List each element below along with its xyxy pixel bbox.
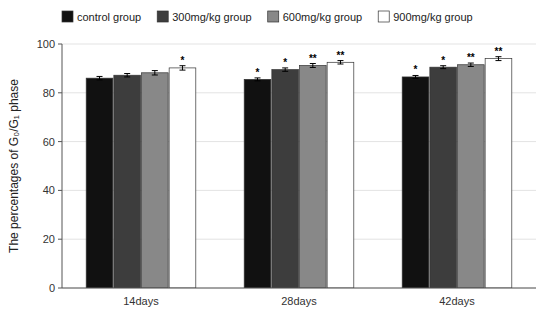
significance-label: ** <box>309 53 317 64</box>
legend-swatch <box>378 11 389 22</box>
y-tick <box>58 239 62 240</box>
bar <box>272 70 299 288</box>
bar <box>327 62 354 288</box>
error-line <box>127 74 128 77</box>
bar <box>244 79 271 288</box>
y-tick <box>58 288 62 289</box>
bar <box>402 77 429 288</box>
error-line <box>498 57 499 61</box>
y-tick-label: 80 <box>43 87 55 99</box>
bar <box>169 68 196 288</box>
legend-item: 600mg/kg group <box>268 11 363 23</box>
error-bar <box>124 74 130 77</box>
x-axis <box>62 288 536 289</box>
grid-line <box>62 288 536 289</box>
y-tick <box>58 190 62 191</box>
error-line <box>154 71 155 75</box>
legend-item: 900mg/kg group <box>378 11 473 23</box>
error-cap <box>255 80 261 81</box>
y-tick-label: 0 <box>49 282 55 294</box>
error-cap <box>97 79 103 80</box>
y-tick <box>58 141 62 142</box>
error-cap <box>310 67 316 68</box>
error-bar <box>179 66 185 70</box>
legend-swatch <box>268 11 279 22</box>
error-bar <box>97 76 103 79</box>
legend-swatch <box>62 11 73 22</box>
significance-label: * <box>181 55 185 66</box>
y-tick-label: 20 <box>43 233 55 245</box>
significance-label: ** <box>337 50 345 61</box>
error-bar <box>152 71 158 75</box>
error-cap <box>337 64 343 65</box>
error-cap <box>124 76 130 77</box>
error-bar <box>255 78 261 81</box>
y-axis <box>62 44 63 288</box>
legend-label: control group <box>77 11 141 23</box>
y-tick-label: 40 <box>43 184 55 196</box>
legend-label: 900mg/kg group <box>393 11 473 23</box>
error-cap <box>97 76 103 77</box>
error-bar <box>468 63 474 66</box>
error-cap <box>124 73 130 74</box>
significance-label: * <box>256 67 260 78</box>
bar <box>114 75 141 288</box>
error-bar <box>282 68 288 71</box>
significance-labels: ************* <box>181 46 503 78</box>
bar <box>86 78 113 288</box>
legend-item: control group <box>62 11 141 23</box>
bar <box>485 59 512 288</box>
x-tick-label: 42days <box>439 295 475 307</box>
error-line <box>99 76 100 79</box>
y-tick-label: 60 <box>43 136 55 148</box>
error-cap <box>468 66 474 67</box>
legend-swatch <box>157 11 168 22</box>
error-cap <box>413 78 419 79</box>
error-cap <box>179 70 185 71</box>
error-cap <box>440 68 446 69</box>
error-bar <box>495 57 501 61</box>
y-axis-label: The percentages of G₀/G₁ phase <box>7 79 21 253</box>
legend-item: 300mg/kg group <box>157 11 252 23</box>
error-line <box>312 64 313 68</box>
bar <box>430 67 457 288</box>
error-cap <box>152 70 158 71</box>
significance-label: * <box>441 55 445 66</box>
error-cap <box>282 71 288 72</box>
chart: 0 20 40 60 80 100 The percentages of G₀/G₁ pha… <box>0 0 550 318</box>
y-tick <box>58 92 62 93</box>
significance-label: * <box>414 64 418 75</box>
significance-label: ** <box>495 46 503 57</box>
y-tick-label: 100 <box>37 38 55 50</box>
bars <box>86 57 512 288</box>
bar <box>300 65 327 288</box>
error-bar <box>440 66 446 69</box>
error-bar <box>310 64 316 68</box>
significance-label: ** <box>467 52 475 63</box>
x-tick-label: 14days <box>123 295 159 307</box>
y-tick <box>58 44 62 45</box>
error-cap <box>152 74 158 75</box>
error-line <box>182 66 183 70</box>
error-bar <box>337 61 343 64</box>
significance-label: * <box>283 57 287 68</box>
bar <box>142 73 169 288</box>
legend: control group 300mg/kg group 600mg/kg grou… <box>62 11 473 23</box>
legend-label: 300mg/kg group <box>172 11 252 23</box>
x-tick-label: 28days <box>281 295 317 307</box>
grid-line <box>62 44 536 45</box>
error-line <box>285 68 286 71</box>
bar <box>458 65 485 288</box>
error-cap <box>495 60 501 61</box>
legend-label: 600mg/kg group <box>283 11 363 23</box>
error-bar <box>413 75 419 78</box>
error-line <box>470 63 471 66</box>
error-line <box>340 61 341 64</box>
